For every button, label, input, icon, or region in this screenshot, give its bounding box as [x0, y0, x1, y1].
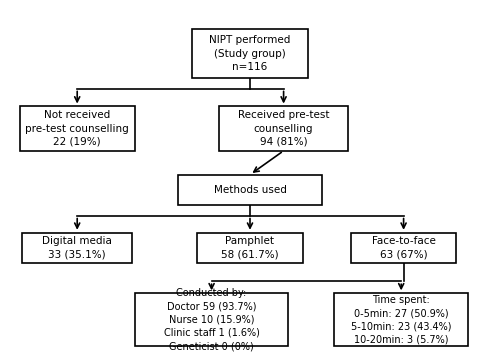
Text: Not received
pre-test counselling
22 (19%): Not received pre-test counselling 22 (19…: [26, 110, 129, 147]
Text: Time spent:
0-5min: 27 (50.9%)
5-10min: 23 (43.4%)
10-20min: 3 (5.7%): Time spent: 0-5min: 27 (50.9%) 5-10min: …: [351, 295, 452, 344]
FancyBboxPatch shape: [351, 233, 457, 264]
FancyBboxPatch shape: [135, 293, 288, 346]
Text: Face-to-face
63 (67%): Face-to-face 63 (67%): [372, 236, 436, 260]
Text: Conducted by:
Doctor 59 (93.7%)
Nurse 10 (15.9%)
Clinic staff 1 (1.6%)
Geneticis: Conducted by: Doctor 59 (93.7%) Nurse 10…: [164, 288, 260, 351]
FancyBboxPatch shape: [219, 106, 348, 151]
FancyBboxPatch shape: [334, 293, 468, 346]
FancyBboxPatch shape: [178, 175, 322, 205]
Text: Pamphlet
58 (61.7%): Pamphlet 58 (61.7%): [221, 236, 279, 260]
FancyBboxPatch shape: [22, 233, 132, 264]
FancyBboxPatch shape: [20, 106, 135, 151]
Text: Methods used: Methods used: [214, 185, 286, 195]
Text: Digital media
33 (35.1%): Digital media 33 (35.1%): [42, 236, 112, 260]
Text: NIPT performed
(Study group)
n=116: NIPT performed (Study group) n=116: [210, 35, 290, 72]
FancyBboxPatch shape: [197, 233, 303, 264]
FancyBboxPatch shape: [192, 29, 308, 78]
Text: Received pre-test
counselling
94 (81%): Received pre-test counselling 94 (81%): [238, 110, 330, 147]
